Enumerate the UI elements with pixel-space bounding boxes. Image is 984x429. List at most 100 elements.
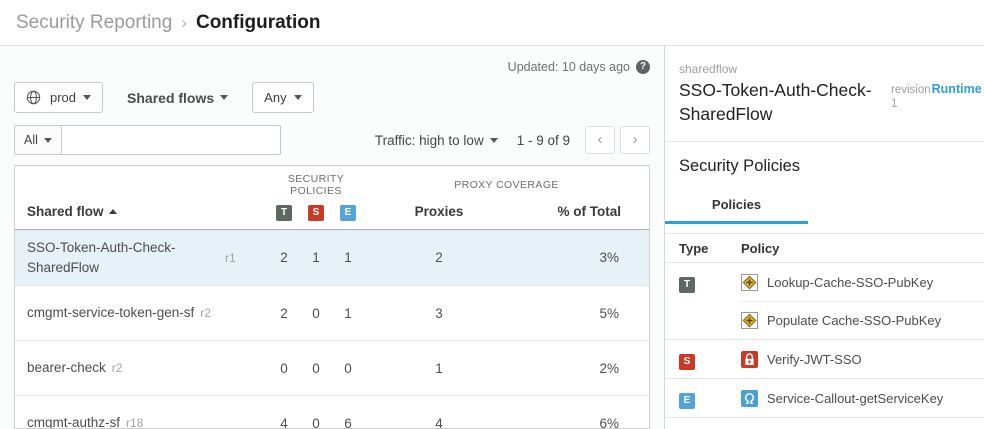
pct-of-total-column-header[interactable]: % of Total <box>557 203 622 219</box>
e-count: 1 <box>344 250 352 265</box>
policy-item-service-callout[interactable]: Service-Callout-getServiceKey <box>741 379 984 417</box>
table-row-cmgmt-authz-sf[interactable]: cmgmt-authz-sf r18 4 0 6 4 6% <box>15 395 649 429</box>
breadcrumb: Security Reporting › Configuration <box>0 0 984 46</box>
breadcrumb-parent[interactable]: Security Reporting <box>16 11 173 33</box>
policy-group-traffic: T Lookup-Cache-SSO-PubKey <box>665 263 984 341</box>
shared-flow-header-label: Shared flow <box>27 203 104 219</box>
tab-bar: Policies <box>665 193 984 225</box>
policies-table-header: Type Policy <box>665 233 984 264</box>
search-group: All <box>14 125 281 155</box>
s-policy-column-header[interactable]: S <box>300 202 332 221</box>
proxies-column-header[interactable]: Proxies <box>414 203 464 219</box>
table-row-cmgmt-service-token-gen-sf[interactable]: cmgmt-service-token-gen-sf r2 2 0 1 3 5% <box>15 285 649 340</box>
updated-label: Updated: 10 days ago <box>507 60 630 74</box>
sort-ascending-icon <box>108 208 117 214</box>
sharedflow-title: SSO-Token-Auth-Check-SharedFlow <box>679 80 872 124</box>
e-badge: E <box>679 393 695 410</box>
pct-of-total: 6% <box>599 415 619 429</box>
page-title: Configuration <box>195 11 321 33</box>
s-count: 0 <box>312 415 320 429</box>
proxy-coverage-group-header: PROXY COVERAGE <box>454 179 559 191</box>
environment-label: prod <box>50 90 77 105</box>
table-group-header-row: SECURITY POLICIES PROXY COVERAGE <box>15 166 649 197</box>
chevron-down-icon <box>220 95 229 100</box>
policies-table: Type Policy T <box>665 233 984 419</box>
search-scope-label: All <box>24 133 38 147</box>
table-column-header-row: Shared flow T S E Proxies % of Total <box>15 193 649 230</box>
traffic-sort-label: Traffic: high to low <box>374 132 484 148</box>
chevron-down-icon <box>43 137 52 143</box>
revision-label: r2 <box>111 361 123 375</box>
table-row-sso-token-auth-check[interactable]: SSO-Token-Auth-Check-SharedFlow r1 2 1 1… <box>15 230 649 285</box>
shared-flows-table: SECURITY POLICIES PROXY COVERAGE Shared … <box>14 165 650 429</box>
shared-flow-column-header[interactable]: Shared flow <box>15 204 268 219</box>
t-count: 0 <box>280 360 288 376</box>
proxies-count: 2 <box>435 250 443 265</box>
prev-page-button[interactable]: ‹ <box>585 126 615 154</box>
t-count: 2 <box>280 305 288 321</box>
revision-meta: revision Runtime 1 <box>891 82 982 126</box>
globe-icon <box>26 90 43 105</box>
policy-item-verify-jwt[interactable]: Verify-JWT-SSO <box>741 340 984 378</box>
shared-flow-name: cmgmt-service-token-gen-sf <box>27 305 195 321</box>
e-count: 6 <box>344 415 352 429</box>
e-count: 1 <box>344 305 352 321</box>
table-row-bearer-check[interactable]: bearer-check r2 0 0 0 1 2% <box>15 340 649 395</box>
chevron-down-icon <box>489 137 498 143</box>
t-policy-column-header[interactable]: T <box>268 202 300 221</box>
any-filter-dropdown[interactable]: Any <box>252 82 314 113</box>
cache-policy-icon <box>741 312 758 330</box>
e-policy-column-header[interactable]: E <box>332 202 364 221</box>
runtime-link[interactable]: Runtime <box>931 82 982 96</box>
shared-flow-name: bearer-check <box>27 360 106 376</box>
policy-name: Populate Cache-SSO-PubKey <box>767 313 942 329</box>
proxies-count: 1 <box>435 360 443 376</box>
t-count: 4 <box>280 415 288 429</box>
revision-value: 1 <box>891 98 898 110</box>
policy-group-extension: E Service-Callout-getServiceKey <box>665 379 984 419</box>
lock-icon <box>741 350 758 368</box>
main-content: Updated: 10 days ago ? prod Shared flows <box>0 46 984 429</box>
policy-item-lookup-cache[interactable]: Lookup-Cache-SSO-PubKey <box>741 263 984 301</box>
tab-policies[interactable]: Policies <box>665 193 808 225</box>
next-page-button[interactable]: › <box>620 126 650 154</box>
s-badge: S <box>679 354 695 371</box>
type-column-header: Type <box>679 240 709 256</box>
chevron-down-icon <box>293 95 302 100</box>
any-filter-label: Any <box>264 90 287 105</box>
search-row: All Traffic: high to low 1 - 9 of 9 ‹ › <box>14 125 650 155</box>
revision-label: r2 <box>200 306 211 320</box>
policy-group-security: S Verify-JW <box>665 340 984 380</box>
search-scope-dropdown[interactable]: All <box>15 126 62 154</box>
s-count: 1 <box>312 250 320 265</box>
policy-item-populate-cache[interactable]: Populate Cache-SSO-PubKey <box>741 301 984 339</box>
scope-dropdown[interactable]: Shared flows <box>127 90 229 106</box>
pct-of-total: 3% <box>599 250 619 265</box>
t-badge: T <box>276 204 292 221</box>
s-count: 0 <box>312 360 320 376</box>
pct-of-total: 5% <box>599 305 619 321</box>
updated-row: Updated: 10 days ago ? <box>14 59 650 75</box>
s-count: 0 <box>312 305 320 321</box>
shared-flows-panel: Updated: 10 days ago ? prod Shared flows <box>0 46 664 429</box>
e-count: 0 <box>344 360 352 376</box>
detail-panel: sharedflow SSO-Token-Auth-Check-SharedFl… <box>664 46 984 429</box>
divider <box>665 141 984 143</box>
help-icon[interactable]: ? <box>636 60 650 74</box>
entity-kind-label: sharedflow <box>679 62 738 76</box>
policy-name: Verify-JWT-SSO <box>767 351 862 367</box>
e-badge: E <box>340 204 356 221</box>
environment-dropdown[interactable]: prod <box>14 82 104 113</box>
shared-flow-name: cmgmt-authz-sf <box>27 415 121 429</box>
revision-label: revision <box>891 84 931 96</box>
traffic-sort-dropdown[interactable]: Traffic: high to low <box>375 133 498 148</box>
security-policies-heading: Security Policies <box>679 157 801 176</box>
chevron-down-icon <box>83 95 92 100</box>
t-badge: T <box>679 277 695 294</box>
search-input[interactable] <box>61 126 280 154</box>
revision-label: r1 <box>225 250 236 265</box>
shared-flow-name: SSO-Token-Auth-Check-SharedFlow <box>27 239 176 275</box>
policy-column-header: Policy <box>741 240 780 256</box>
s-badge: S <box>308 204 324 221</box>
